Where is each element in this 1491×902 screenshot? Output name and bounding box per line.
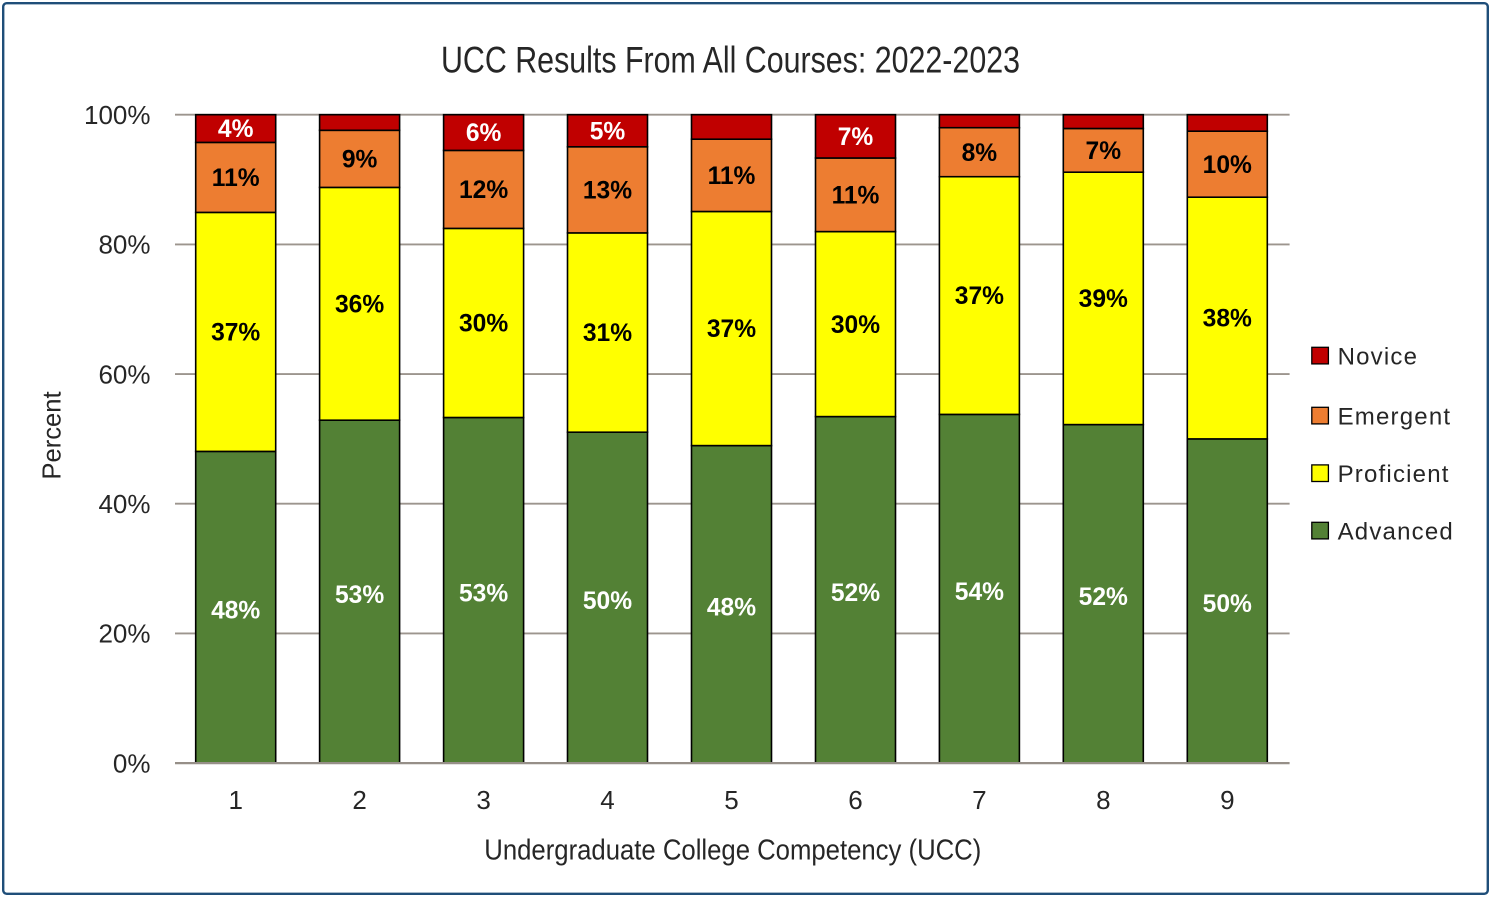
svg-text:4: 4 [600,785,614,815]
svg-text:53%: 53% [459,581,508,608]
svg-text:11%: 11% [212,165,260,192]
svg-text:20%: 20% [98,619,150,649]
svg-text:80%: 80% [98,230,150,260]
svg-text:Novice: Novice [1338,343,1419,370]
svg-text:48%: 48% [211,598,260,625]
svg-text:5%: 5% [590,118,626,145]
svg-text:7%: 7% [1086,138,1122,165]
svg-text:1: 1 [228,785,242,815]
svg-text:10%: 10% [1203,152,1252,179]
svg-text:11%: 11% [708,163,756,190]
svg-text:6: 6 [848,785,862,815]
svg-text:Proficient: Proficient [1338,461,1450,488]
svg-text:60%: 60% [98,359,150,389]
svg-text:36%: 36% [335,292,384,319]
svg-text:40%: 40% [98,489,150,519]
svg-text:8%: 8% [962,140,998,167]
svg-text:6%: 6% [466,120,502,147]
svg-text:Emergent: Emergent [1338,403,1452,430]
svg-text:52%: 52% [831,580,880,607]
svg-text:54%: 54% [955,579,1004,606]
svg-text:13%: 13% [583,178,632,205]
svg-text:37%: 37% [211,320,260,347]
svg-text:48%: 48% [707,595,756,622]
svg-text:37%: 37% [707,316,756,343]
svg-text:UCC Results From All Courses:: UCC Results From All Courses: 2022-2023 [441,38,1020,80]
svg-text:Advanced: Advanced [1338,518,1454,545]
svg-text:9: 9 [1220,785,1234,815]
svg-text:5: 5 [724,785,738,815]
svg-text:11%: 11% [832,183,880,210]
svg-text:52%: 52% [1079,584,1128,611]
svg-text:30%: 30% [831,312,880,339]
svg-text:100%: 100% [84,100,151,130]
svg-text:38%: 38% [1203,306,1252,333]
svg-text:50%: 50% [583,588,632,615]
svg-text:53%: 53% [335,582,384,609]
svg-text:3: 3 [476,785,490,815]
svg-text:12%: 12% [459,177,508,204]
svg-text:0%: 0% [113,748,151,778]
svg-text:4%: 4% [218,116,254,143]
svg-text:31%: 31% [583,320,632,347]
svg-text:Percent: Percent [39,391,67,479]
svg-text:Undergraduate College Competen: Undergraduate College Competency (UCC) [484,835,981,867]
svg-text:39%: 39% [1079,286,1128,313]
svg-text:7: 7 [972,785,986,815]
svg-text:50%: 50% [1203,591,1252,618]
svg-text:7%: 7% [838,124,874,151]
svg-text:9%: 9% [342,147,378,174]
svg-text:2: 2 [352,785,366,815]
svg-text:30%: 30% [459,311,508,338]
svg-text:37%: 37% [955,283,1004,310]
svg-text:8: 8 [1096,785,1110,815]
